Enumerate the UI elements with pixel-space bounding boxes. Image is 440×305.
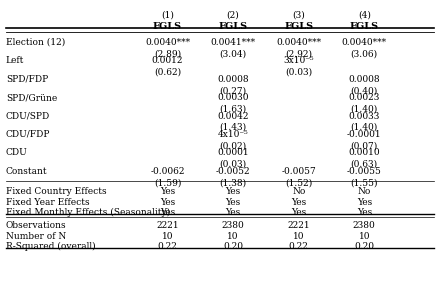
Text: (3.04): (3.04) [220,49,247,58]
Text: (0.27): (0.27) [220,86,247,95]
Text: -0.0001: -0.0001 [347,130,381,139]
Text: Election (12): Election (12) [6,38,65,47]
Text: 10: 10 [293,232,304,241]
Text: Fixed Year Effects: Fixed Year Effects [6,198,89,206]
Text: 0.0023: 0.0023 [348,93,380,102]
Text: CDU/FDP: CDU/FDP [6,130,50,139]
Text: Left: Left [6,56,24,65]
Text: (1.52): (1.52) [285,178,312,187]
Text: 3x10⁻⁵: 3x10⁻⁵ [283,56,314,65]
Text: 0.0041***: 0.0041*** [211,38,256,47]
Text: (0.02): (0.02) [220,142,247,150]
Text: 0.22: 0.22 [289,242,308,251]
Text: Yes: Yes [357,208,372,217]
Text: (1): (1) [161,10,174,20]
Text: (1.38): (1.38) [220,178,247,187]
Text: SPD/FDP: SPD/FDP [6,75,48,84]
Text: 2221: 2221 [287,221,310,231]
Text: Yes: Yes [160,208,175,217]
Text: SPD/Grüne: SPD/Grüne [6,93,57,102]
Text: (3): (3) [292,10,305,20]
Text: -0.0062: -0.0062 [150,167,185,176]
Text: No: No [358,187,371,196]
Text: 0.0030: 0.0030 [217,93,249,102]
Text: (0.62): (0.62) [154,68,181,77]
Text: (0.03): (0.03) [285,68,312,77]
Text: (2): (2) [227,10,239,20]
Text: 0.20: 0.20 [354,242,374,251]
Text: CDU/SPD: CDU/SPD [6,112,50,120]
Text: Fixed Country Effects: Fixed Country Effects [6,187,106,196]
Text: FGLS: FGLS [350,22,379,31]
Text: FGLS: FGLS [284,22,313,31]
Text: Fixed Monthly Effects (Seasonality): Fixed Monthly Effects (Seasonality) [6,208,170,217]
Text: 0.22: 0.22 [158,242,177,251]
Text: 4x10⁻⁵: 4x10⁻⁵ [218,130,249,139]
Text: Yes: Yes [160,187,175,196]
Text: (1.59): (1.59) [154,178,181,187]
Text: 0.0040***: 0.0040*** [145,38,190,47]
Text: R-Squared (overall): R-Squared (overall) [6,242,95,251]
Text: Constant: Constant [6,167,48,176]
Text: Yes: Yes [225,208,241,217]
Text: 10: 10 [162,232,173,241]
Text: 2221: 2221 [156,221,179,231]
Text: No: No [292,187,305,196]
Text: CDU: CDU [6,149,28,157]
Text: (2.92): (2.92) [285,49,312,58]
Text: 10: 10 [359,232,370,241]
Text: (0.40): (0.40) [351,86,378,95]
Text: -0.0055: -0.0055 [347,167,382,176]
Text: Yes: Yes [291,208,306,217]
Text: (1.40): (1.40) [351,123,378,132]
Text: -0.0057: -0.0057 [281,167,316,176]
Text: 2380: 2380 [353,221,376,231]
Text: Yes: Yes [357,198,372,206]
Text: (1.40): (1.40) [351,105,378,113]
Text: (0.03): (0.03) [220,160,247,169]
Text: 0.0010: 0.0010 [348,149,380,157]
Text: 0.20: 0.20 [223,242,243,251]
Text: Number of N: Number of N [6,232,66,241]
Text: FGLS: FGLS [219,22,248,31]
Text: 0.0042: 0.0042 [217,112,249,120]
Text: (1.63): (1.63) [220,105,247,113]
Text: Yes: Yes [291,198,306,206]
Text: 0.0033: 0.0033 [348,112,380,120]
Text: (4): (4) [358,10,371,20]
Text: (0.07): (0.07) [351,142,378,150]
Text: FGLS: FGLS [153,22,182,31]
Text: 2380: 2380 [222,221,245,231]
Text: 0.0040***: 0.0040*** [342,38,387,47]
Text: 0.0040***: 0.0040*** [276,38,321,47]
Text: 0.0008: 0.0008 [348,75,380,84]
Text: Yes: Yes [225,198,241,206]
Text: 0.0012: 0.0012 [152,56,183,65]
Text: Observations: Observations [6,221,66,231]
Text: 10: 10 [227,232,239,241]
Text: -0.0052: -0.0052 [216,167,250,176]
Text: (1.43): (1.43) [220,123,247,132]
Text: Yes: Yes [160,198,175,206]
Text: (3.06): (3.06) [351,49,378,58]
Text: (2.89): (2.89) [154,49,181,58]
Text: Yes: Yes [225,187,241,196]
Text: 0.0008: 0.0008 [217,75,249,84]
Text: (0.63): (0.63) [351,160,378,169]
Text: (1.55): (1.55) [351,178,378,187]
Text: 0.0001: 0.0001 [217,149,249,157]
